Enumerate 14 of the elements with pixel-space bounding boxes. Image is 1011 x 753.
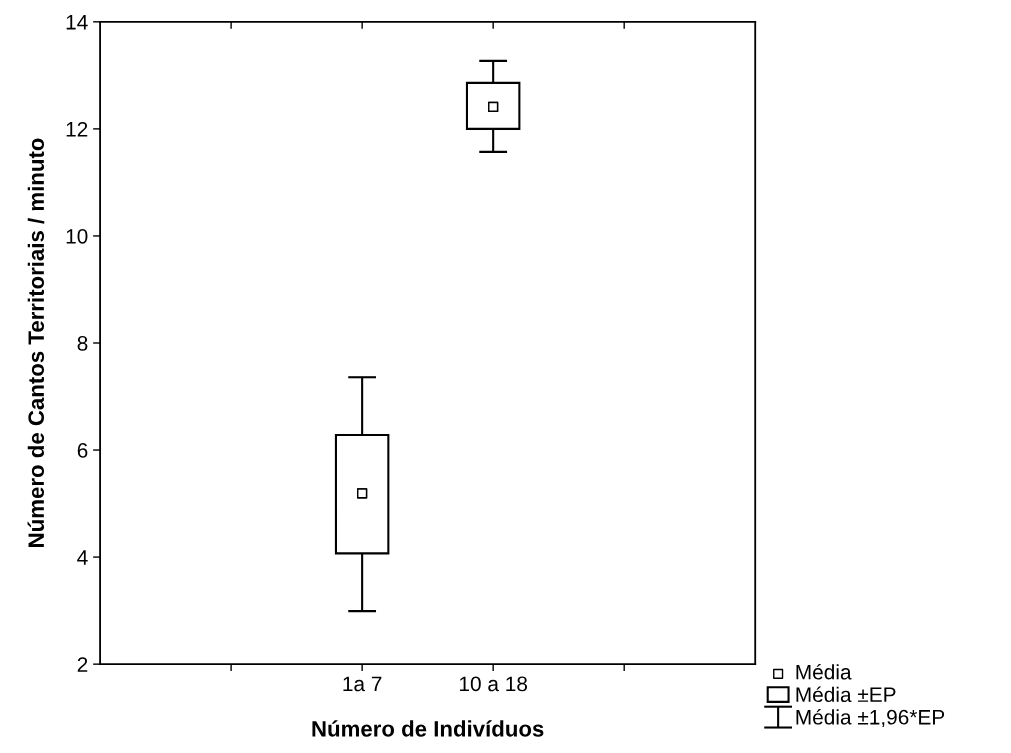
y-tick-label: 12 [66, 121, 88, 137]
x-tick-label: 10 a 18 [460, 676, 528, 692]
y-tick-label: 8 [77, 335, 88, 351]
x-tick-label: 1a 7 [343, 676, 382, 692]
x-axis-title: Número de Indivíduos [312, 720, 544, 737]
legend-label: Média [796, 663, 852, 680]
y-tick-label: 10 [66, 228, 88, 244]
y-tick-label: 6 [77, 443, 88, 458]
legend-label: Média ±1,96*EP [796, 709, 945, 728]
y-tick-label: 4 [77, 550, 88, 565]
y-tick-label: 14 [66, 15, 88, 30]
y-tick-label: 2 [77, 657, 88, 672]
legend-label: Média ±EP [796, 686, 896, 703]
y-axis-title: Número de Cantos Territoriais / minuto [27, 138, 45, 547]
